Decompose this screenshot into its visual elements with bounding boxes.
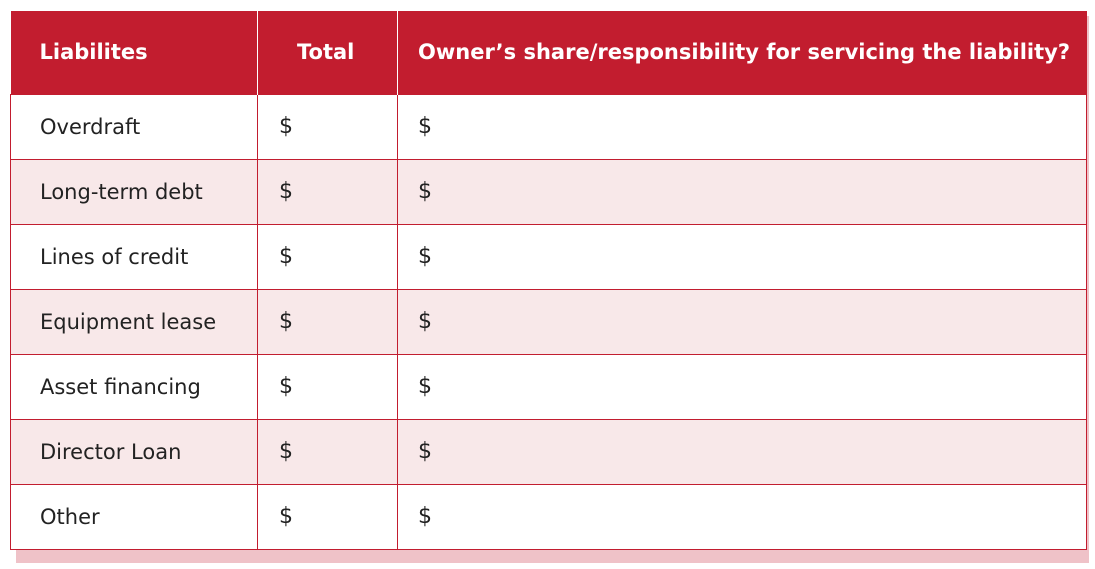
total-cell[interactable]: $ (257, 288, 398, 355)
liabilities-table: Liabilites Total Owner’s share/responsib… (10, 11, 1087, 550)
header-owner-share: Owner’s share/responsibility for servici… (397, 11, 1087, 94)
table-row: Equipment lease $ $ (10, 288, 1087, 355)
header-liabilities: Liabilites (10, 11, 258, 94)
row-label: Director Loan (10, 418, 258, 485)
table-row: Long-term debt $ $ (10, 158, 1087, 225)
header-total: Total (257, 11, 398, 94)
row-label: Asset financing (10, 353, 258, 420)
share-cell[interactable]: $ (397, 353, 1087, 420)
row-label: Long-term debt (10, 158, 258, 225)
table-row: Other $ $ (10, 483, 1087, 550)
share-cell[interactable]: $ (397, 93, 1087, 160)
share-cell[interactable]: $ (397, 418, 1087, 485)
share-cell[interactable]: $ (397, 288, 1087, 355)
total-cell[interactable]: $ (257, 418, 398, 485)
share-cell[interactable]: $ (397, 483, 1087, 550)
total-cell[interactable]: $ (257, 353, 398, 420)
table-row: Overdraft $ $ (10, 93, 1087, 160)
total-cell[interactable]: $ (257, 223, 398, 290)
share-cell[interactable]: $ (397, 223, 1087, 290)
total-cell[interactable]: $ (257, 483, 398, 550)
row-label: Other (10, 483, 258, 550)
total-cell[interactable]: $ (257, 93, 398, 160)
share-cell[interactable]: $ (397, 158, 1087, 225)
table-row: Asset financing $ $ (10, 353, 1087, 420)
table-row: Lines of credit $ $ (10, 223, 1087, 290)
total-cell[interactable]: $ (257, 158, 398, 225)
header-row: Liabilites Total Owner’s share/responsib… (10, 11, 1087, 94)
row-label: Equipment lease (10, 288, 258, 355)
row-label: Overdraft (10, 93, 258, 160)
table-row: Director Loan $ $ (10, 418, 1087, 485)
row-label: Lines of credit (10, 223, 258, 290)
